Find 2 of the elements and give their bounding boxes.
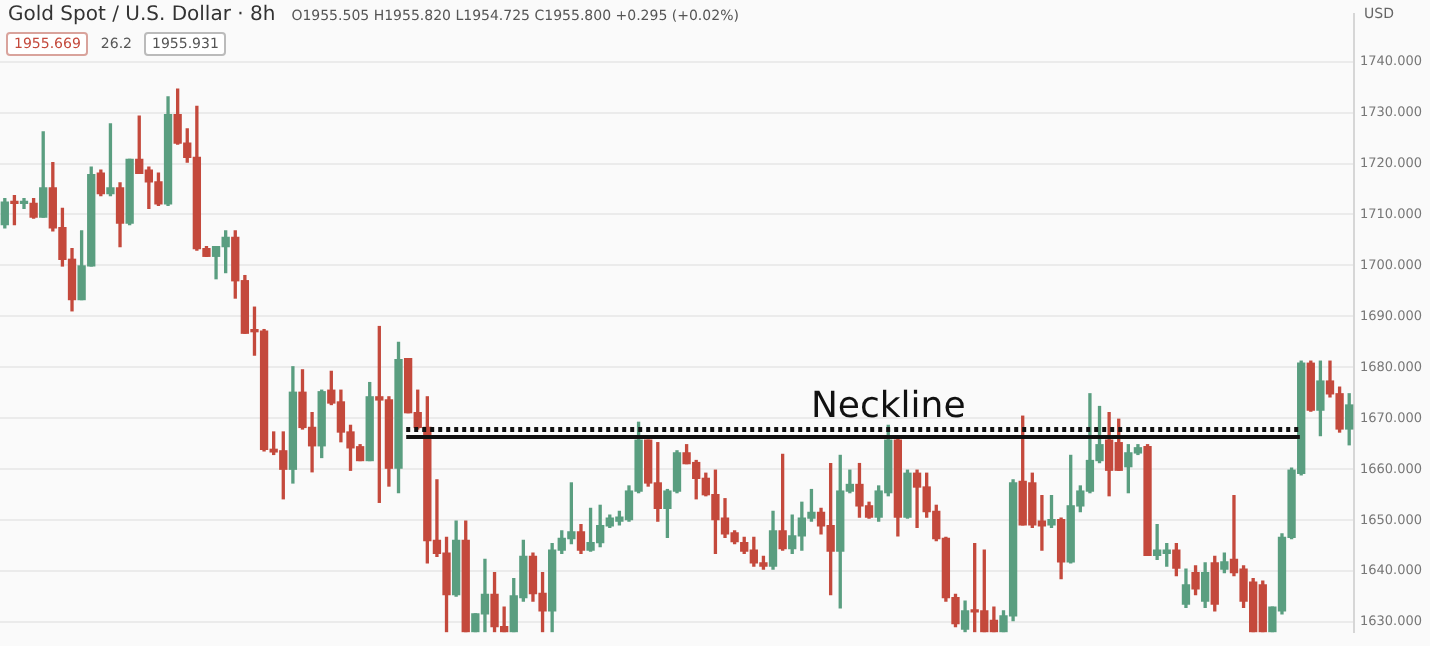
chart-title: Gold Spot / U.S. Dollar · 8h xyxy=(8,4,276,26)
ref-line-label: Neckline xyxy=(810,384,966,427)
